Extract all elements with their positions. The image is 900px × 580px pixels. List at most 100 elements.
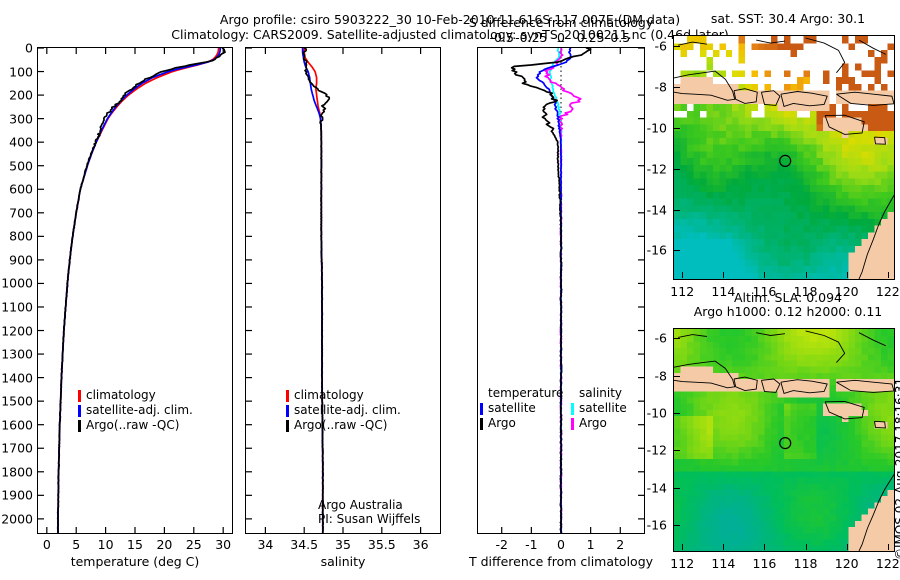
y-tick-label: 1300 <box>1 346 33 362</box>
map-y-tick <box>674 87 680 89</box>
sst-title-text: sat. SST: 30.4 Argo: 30.1 <box>710 11 866 26</box>
y-tick-label: 400 <box>9 134 33 150</box>
map-x-tick <box>723 272 725 278</box>
map-x-tick <box>805 272 807 278</box>
t-tick-label: 0 <box>557 537 565 552</box>
x-tick-label: 34.5 <box>290 537 319 552</box>
legend-swatch-climatology <box>78 389 81 402</box>
map-y-tick-label: -16 <box>646 517 667 533</box>
sst-map[interactable] <box>673 35 895 280</box>
figure-title: Argo profile: csiro 5903222_30 10-Feb-20… <box>0 12 900 42</box>
legend-item: Argo <box>571 416 627 431</box>
y-tick-label: 700 <box>9 205 33 221</box>
map-y-tick <box>674 209 680 211</box>
map-y-tick-label: -10 <box>646 120 667 136</box>
sla-map[interactable] <box>673 328 895 552</box>
title-line-1: Argo profile: csiro 5903222_30 10-Feb-20… <box>219 12 681 27</box>
x-tick-label: 5 <box>72 537 81 552</box>
y-tick-label: 800 <box>9 228 33 244</box>
legend-item: Argo <box>480 416 563 431</box>
map-y-tick-label: -10 <box>646 405 667 421</box>
map-y-tick-label: -14 <box>646 202 667 218</box>
legend-label: climatology <box>86 388 156 402</box>
map-y-tick <box>674 127 680 129</box>
y-tick-label: 200 <box>9 87 33 103</box>
legend-label: Argo(..raw -QC) <box>294 418 388 432</box>
legend-swatch-climatology <box>286 389 289 402</box>
s-tick-label: -0.25 <box>515 30 548 45</box>
difference-profile-panel[interactable]: -2 -1 0 1 2 -0.5 -0.25 0 0.25 0.5 temperature sa… <box>469 15 653 569</box>
map-y-tick <box>674 46 680 48</box>
s-tick-label: 0.25 <box>576 30 605 45</box>
legend-item: climatology <box>286 388 401 403</box>
legend-item: satellite <box>571 401 627 416</box>
salinity-profile-panel[interactable]: 34 34.5 35 35.5 36 climatology satellite-adj… <box>245 47 441 569</box>
x-tick-label: 34 <box>257 537 274 552</box>
y-tick-label: 600 <box>9 181 33 197</box>
temperature-profile-plot <box>38 48 226 533</box>
map-y-tick-label: -6 <box>654 330 667 346</box>
t-tick-label: 1 <box>586 537 595 552</box>
legend-label: satellite-adj. clim. <box>294 403 401 417</box>
map-x-tick <box>682 544 684 550</box>
map-x-tick-label: 114 <box>711 556 736 571</box>
legend-swatch-t-satellite <box>480 402 483 415</box>
map-x-tick <box>846 544 848 550</box>
x-tick-label: 35.5 <box>367 537 396 552</box>
map-x-tick <box>723 544 725 550</box>
sla-title-line-2: Argo h1000: 0.12 h2000: 0.11 <box>693 304 883 319</box>
legend-swatch-argo <box>286 419 289 432</box>
map-x-tick-label: 112 <box>670 284 695 299</box>
legend-item: climatology <box>78 388 193 403</box>
map-y-tick-label: -12 <box>646 161 667 177</box>
sla-map-title: Altim. SLA: 0.094 Argo h1000: 0.12 h2000… <box>663 291 900 319</box>
title-line-2: Climatology: CARS2009. Satellite-adjuste… <box>171 27 729 42</box>
y-tick-label: 1700 <box>1 440 33 456</box>
legend-item: satellite-adj. clim. <box>286 403 401 418</box>
y-tick-label: 1100 <box>1 299 33 315</box>
principal-investigator: PI: Susan Wijffels <box>318 512 421 526</box>
y-tick-label: 1800 <box>1 464 33 480</box>
imos-credit: ©IMOS 02-Aug-2017 18:16:31 <box>893 377 900 560</box>
y-tick-label: 0 <box>25 40 33 56</box>
difference-legend-salinity: salinity satellite Argo <box>571 386 627 431</box>
legend-heading-salinity: salinity <box>579 386 623 400</box>
y-tick-label: 2000 <box>1 511 33 527</box>
x-tick-label: 36 <box>412 537 429 552</box>
x-tick-label: 10 <box>97 537 114 552</box>
difference-profile-plot <box>501 48 644 533</box>
map-x-tick-label: 120 <box>834 556 859 571</box>
sla-map-field <box>674 329 894 551</box>
legend-label: Argo(..raw -QC) <box>86 418 180 432</box>
legend-item: Argo(..raw -QC) <box>78 418 193 433</box>
y-tick-label: 1400 <box>1 370 33 386</box>
map-x-tick-label: 122 <box>875 556 900 571</box>
map-x-tick-label: 120 <box>834 284 859 299</box>
temperature-profile-panel[interactable]: 0 100 200 300 400 500 600 700 800 900 1000 1100 1200… <box>1 41 233 569</box>
legend-swatch-satellite <box>286 404 289 417</box>
legend-label: satellite <box>579 401 627 415</box>
y-tick-label: 500 <box>9 158 33 174</box>
map-x-tick <box>682 272 684 278</box>
temperature-legend: climatology satellite-adj. clim. Argo(..… <box>78 388 193 433</box>
sla-title-line-1: Altim. SLA: 0.094 <box>733 290 842 305</box>
map-y-tick-label: -14 <box>646 480 667 496</box>
legend-label: satellite <box>488 401 536 415</box>
map-x-tick-label: 112 <box>670 556 695 571</box>
legend-label: Argo <box>488 416 516 430</box>
y-tick-label: 300 <box>9 111 33 127</box>
legend-label: climatology <box>294 388 364 402</box>
map-y-tick-label: -16 <box>646 242 667 258</box>
map-x-tick <box>805 544 807 550</box>
map-x-tick <box>764 544 766 550</box>
y-tick-label: 1000 <box>1 275 33 291</box>
temperature-x-axis-label: temperature (deg C) <box>70 554 200 569</box>
t-tick-label: -1 <box>525 537 538 552</box>
difference-s-axis-label: S difference from climatology <box>468 15 654 30</box>
argo-australia-note: Argo Australia PI: Susan Wijffels <box>318 498 420 526</box>
sst-map-title: sat. SST: 30.4 Argo: 30.1 <box>663 12 900 26</box>
x-tick-label: 25 <box>185 537 202 552</box>
s-tick-label: -0.5 <box>489 30 514 45</box>
map-x-tick-label: 116 <box>752 284 777 299</box>
map-y-tick <box>674 412 680 414</box>
